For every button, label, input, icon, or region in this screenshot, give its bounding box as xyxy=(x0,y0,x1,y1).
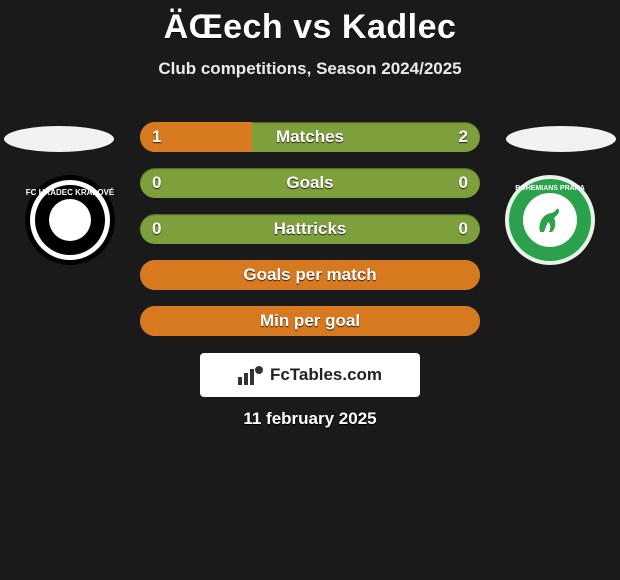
stat-label: Min per goal xyxy=(140,306,480,336)
brand-text: FcTables.com xyxy=(270,365,382,385)
left-club-year: 1905 xyxy=(25,243,115,253)
stat-bar-mpg: Min per goal xyxy=(140,306,480,336)
date-text: 11 february 2025 xyxy=(0,409,620,429)
chart-icon xyxy=(238,365,264,385)
right-club-name: BOHEMIANS PRAHA xyxy=(505,185,595,192)
stat-right-value: 0 xyxy=(459,214,468,244)
stat-label: Matches xyxy=(140,122,480,152)
stat-bars: 1 Matches 2 0 Goals 0 0 Hattricks 0 Goal… xyxy=(140,122,480,352)
stat-label: Goals xyxy=(140,168,480,198)
left-placeholder-ellipse xyxy=(4,126,114,152)
fctables-link[interactable]: FcTables.com xyxy=(200,353,420,397)
left-badge-center xyxy=(49,199,91,241)
left-club-name: FC HRADEC KRÁLOVÉ xyxy=(25,189,115,197)
left-club-badge: FC HRADEC KRÁLOVÉ 1905 xyxy=(25,175,115,265)
right-club-badge: BOHEMIANS PRAHA xyxy=(505,175,595,265)
stat-label: Goals per match xyxy=(140,260,480,290)
stat-label: Hattricks xyxy=(140,214,480,244)
kangaroo-icon xyxy=(532,202,568,238)
right-placeholder-ellipse xyxy=(506,126,616,152)
page-title: ÄŒech vs Kadlec xyxy=(0,0,620,47)
stat-right-value: 0 xyxy=(459,168,468,198)
stat-right-value: 2 xyxy=(459,122,468,152)
page-subtitle: Club competitions, Season 2024/2025 xyxy=(0,59,620,79)
stat-bar-hattricks: 0 Hattricks 0 xyxy=(140,214,480,244)
stat-bar-gpm: Goals per match xyxy=(140,260,480,290)
stat-bar-goals: 0 Goals 0 xyxy=(140,168,480,198)
stat-bar-matches: 1 Matches 2 xyxy=(140,122,480,152)
